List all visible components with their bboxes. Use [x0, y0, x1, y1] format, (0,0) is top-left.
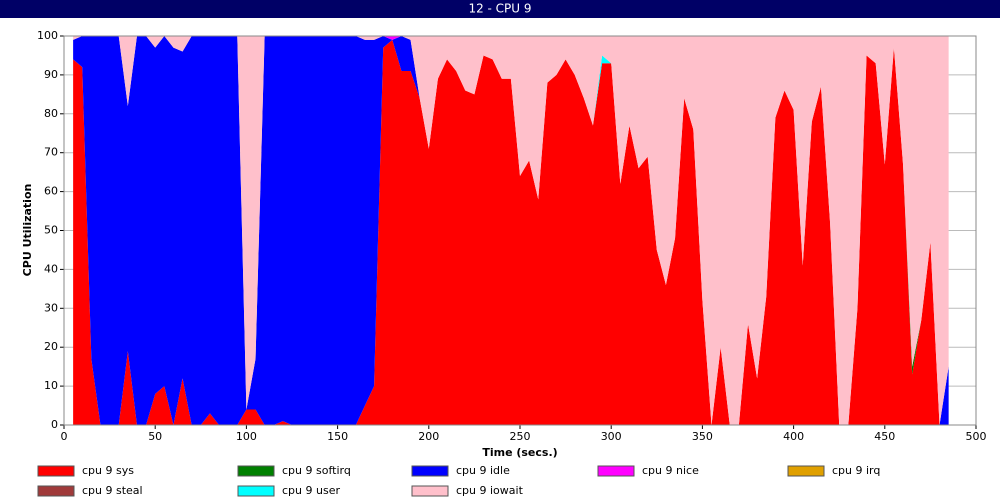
- y-tick-label: 100: [37, 29, 58, 42]
- legend-label: cpu 9 softirq: [282, 464, 351, 477]
- y-tick-label: 90: [44, 68, 58, 81]
- legend-label: cpu 9 nice: [642, 464, 699, 477]
- x-tick-label: 500: [966, 430, 987, 443]
- legend-label: cpu 9 sys: [82, 464, 134, 477]
- x-tick-label: 200: [418, 430, 439, 443]
- legend-swatch: [411, 465, 449, 477]
- legend-label: cpu 9 iowait: [456, 484, 524, 497]
- legend-swatch: [237, 465, 275, 477]
- area: [73, 36, 949, 425]
- y-tick-label: 60: [44, 185, 58, 198]
- x-tick-label: 150: [327, 430, 348, 443]
- legend-swatch: [787, 465, 825, 477]
- legend-swatch: [237, 485, 275, 497]
- chart-title: 12 - CPU 9: [468, 2, 531, 16]
- legend-label: cpu 9 steal: [82, 484, 143, 497]
- x-tick-label: 450: [874, 430, 895, 443]
- plot-border: [63, 35, 977, 426]
- area: [73, 39, 949, 425]
- title-bar: [0, 0, 1000, 18]
- x-axis-label: Time (secs.): [482, 446, 557, 459]
- area: [73, 36, 949, 425]
- y-tick-label: 20: [44, 340, 58, 353]
- legend-label: cpu 9 user: [282, 484, 340, 497]
- y-tick-label: 80: [44, 107, 58, 120]
- y-axis-label: CPU Utilization: [21, 184, 34, 277]
- legend-label: cpu 9 irq: [832, 464, 880, 477]
- x-tick-label: 300: [601, 430, 622, 443]
- legend-swatch: [597, 465, 635, 477]
- x-tick-label: 350: [692, 430, 713, 443]
- legend-swatch: [37, 485, 75, 497]
- x-tick-label: 400: [783, 430, 804, 443]
- y-tick-label: 10: [44, 379, 58, 392]
- y-tick-label: 0: [51, 418, 58, 431]
- x-tick-label: 0: [61, 430, 68, 443]
- legend-swatch: [411, 485, 449, 497]
- x-tick-label: 100: [236, 430, 257, 443]
- y-tick-label: 50: [44, 224, 58, 237]
- x-tick-label: 250: [510, 430, 531, 443]
- y-tick-label: 30: [44, 301, 58, 314]
- y-tick-label: 70: [44, 146, 58, 159]
- y-tick-label: 40: [44, 262, 58, 275]
- legend-swatch: [37, 465, 75, 477]
- x-tick-label: 50: [148, 430, 162, 443]
- legend-label: cpu 9 idle: [456, 464, 510, 477]
